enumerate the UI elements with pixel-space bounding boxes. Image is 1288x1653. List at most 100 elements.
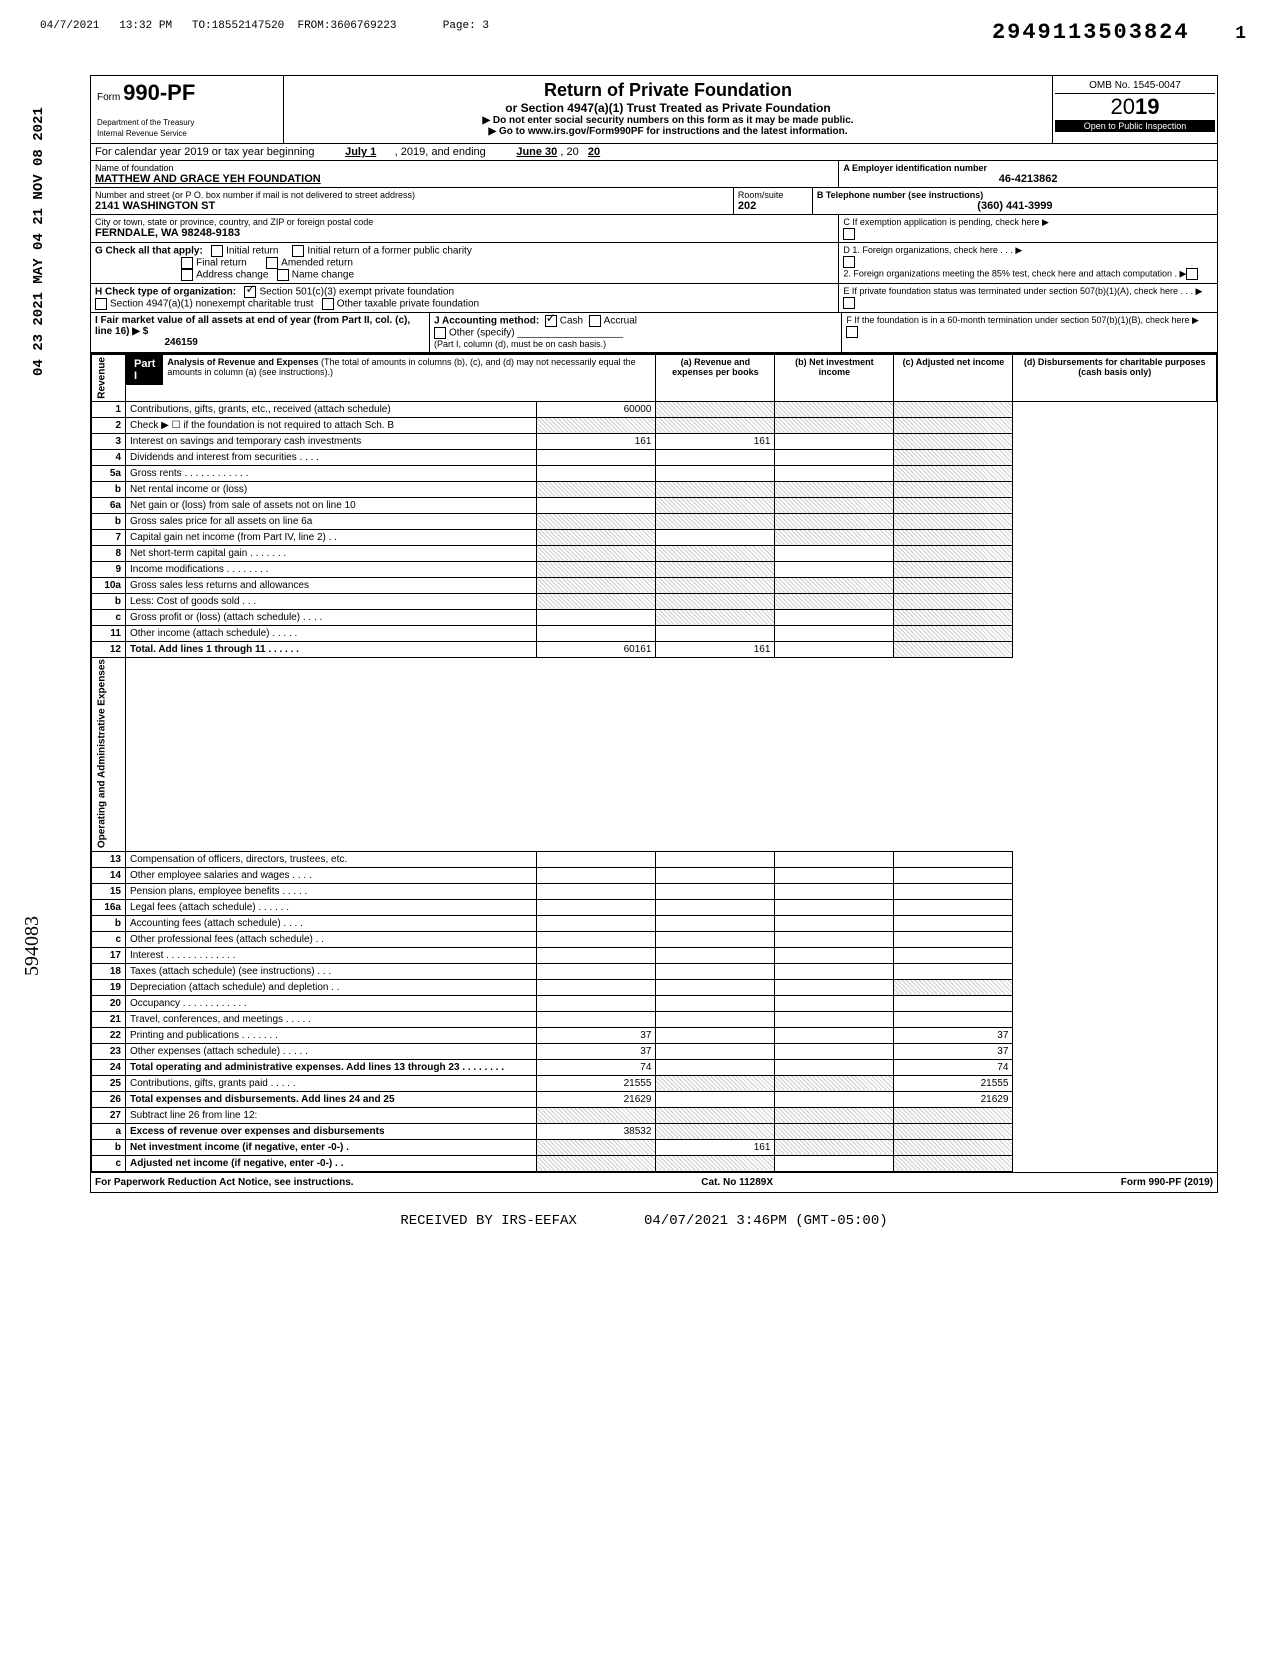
table-row: 25Contributions, gifts, grants paid . . …: [92, 1075, 1217, 1091]
final-return-checkbox[interactable]: [181, 257, 193, 269]
col-a-value: [537, 1107, 656, 1123]
j-label: J Accounting method:: [434, 316, 539, 327]
line-description: Legal fees (attach schedule) . . . . . .: [126, 899, 537, 915]
col-a-value: [537, 481, 656, 497]
table-row: 7Capital gain net income (from Part IV, …: [92, 529, 1217, 545]
initial-former-checkbox[interactable]: [292, 245, 304, 257]
line-number: 8: [92, 545, 126, 561]
accrual-checkbox[interactable]: [589, 315, 601, 327]
line-number: 21: [92, 1011, 126, 1027]
501c3-checkbox[interactable]: [244, 286, 256, 298]
col-a-value: [537, 851, 656, 867]
col-a-value: 21629: [537, 1091, 656, 1107]
col-b-value: [656, 401, 775, 417]
col-b-value: 161: [656, 433, 775, 449]
table-row: 22Printing and publications . . . . . . …: [92, 1027, 1217, 1043]
other-spec-checkbox[interactable]: [434, 327, 446, 339]
line-number: 13: [92, 851, 126, 867]
initial-return-checkbox[interactable]: [211, 245, 223, 257]
line-description: Gross sales less returns and allowances: [126, 577, 537, 593]
col-a-value: [537, 609, 656, 625]
cash-checkbox[interactable]: [545, 315, 557, 327]
form-990pf: 04 23 2021 MAY 04 21 NOV 08 2021 594083 …: [90, 75, 1218, 1193]
col-a-value: [537, 465, 656, 481]
col-d-value: [894, 577, 1013, 593]
other-spec-label: Other (specify): [449, 328, 515, 339]
amended-return-checkbox[interactable]: [266, 257, 278, 269]
ein-label: A Employer identification number: [843, 163, 1213, 173]
line-number: 2: [92, 417, 126, 433]
col-b-value: [656, 1155, 775, 1171]
form-footer: For Paperwork Reduction Act Notice, see …: [91, 1172, 1217, 1192]
table-row: 15Pension plans, employee benefits . . .…: [92, 883, 1217, 899]
address-change: Address change: [196, 270, 268, 281]
col-c-value: [775, 931, 894, 947]
col-c-value: [775, 867, 894, 883]
col-b-value: [656, 625, 775, 641]
col-c-value: [775, 1107, 894, 1123]
col-d-value: [894, 417, 1013, 433]
j-note: (Part I, column (d), must be on cash bas…: [434, 339, 606, 349]
e-checkbox[interactable]: [843, 297, 855, 309]
table-row: 6aNet gain or (loss) from sale of assets…: [92, 497, 1217, 513]
d2-label: 2. Foreign organizations meeting the 85%…: [843, 268, 1186, 278]
line-description: Taxes (attach schedule) (see instruction…: [126, 963, 537, 979]
d2-checkbox[interactable]: [1186, 268, 1198, 280]
city-label: City or town, state or province, country…: [95, 217, 834, 227]
line-number: b: [92, 1139, 126, 1155]
col-d-value: [894, 1123, 1013, 1139]
col-b-value: [656, 947, 775, 963]
table-row: 16aLegal fees (attach schedule) . . . . …: [92, 899, 1217, 915]
col-a-value: 37: [537, 1043, 656, 1059]
d1-checkbox[interactable]: [843, 256, 855, 268]
col-c-value: [775, 433, 894, 449]
line-number: c: [92, 609, 126, 625]
col-b-value: [656, 1027, 775, 1043]
line-number: 26: [92, 1091, 126, 1107]
room-label: Room/suite: [738, 190, 808, 200]
f-checkbox[interactable]: [846, 326, 858, 338]
col-c-value: [775, 883, 894, 899]
table-row: 4Dividends and interest from securities …: [92, 449, 1217, 465]
col-c-value: [775, 1043, 894, 1059]
entity-block: Name of foundation MATTHEW AND GRACE YEH…: [91, 161, 1217, 354]
col-c-value: [775, 851, 894, 867]
col-d-value: [894, 561, 1013, 577]
col-a-value: [537, 577, 656, 593]
address-change-checkbox[interactable]: [181, 269, 193, 281]
calendar-end2: , 20: [560, 146, 578, 158]
col-d-value: 21555: [894, 1075, 1013, 1091]
table-row: 13Compensation of officers, directors, t…: [92, 851, 1217, 867]
paperwork-notice: For Paperwork Reduction Act Notice, see …: [95, 1177, 354, 1188]
4947-label: Section 4947(a)(1) nonexempt charitable …: [110, 299, 313, 310]
col-d-value: 37: [894, 1043, 1013, 1059]
col-b-value: [656, 1107, 775, 1123]
col-b-value: [656, 417, 775, 433]
col-a-value: [537, 947, 656, 963]
col-b-value: [656, 1091, 775, 1107]
dept-treasury: Department of the Treasury: [97, 118, 194, 127]
table-row: 5aGross rents . . . . . . . . . . . .: [92, 465, 1217, 481]
table-row: 9Income modifications . . . . . . . .: [92, 561, 1217, 577]
doc-number-suffix: 1: [1235, 24, 1248, 44]
table-row: 2Check ▶ ☐ if the foundation is not requ…: [92, 417, 1217, 433]
col-d-value: [894, 593, 1013, 609]
form-title: Return of Private Foundation: [288, 80, 1048, 101]
col-a-value: [537, 1155, 656, 1171]
col-d-value: [894, 513, 1013, 529]
c-checkbox[interactable]: [843, 228, 855, 240]
other-tax-checkbox[interactable]: [322, 298, 334, 310]
col-d-value: [894, 915, 1013, 931]
name-change-checkbox[interactable]: [277, 269, 289, 281]
i-label: I Fair market value of all assets at end…: [95, 315, 410, 337]
form-number: 990-PF: [123, 80, 195, 105]
col-a-value: [537, 883, 656, 899]
4947-checkbox[interactable]: [95, 298, 107, 310]
table-row: 17Interest . . . . . . . . . . . . .: [92, 947, 1217, 963]
col-c-value: [775, 561, 894, 577]
col-a-value: 37: [537, 1027, 656, 1043]
name-label: Name of foundation: [95, 163, 834, 173]
col-b-value: 161: [656, 1139, 775, 1155]
col-d-value: [894, 995, 1013, 1011]
line-description: Subtract line 26 from line 12:: [126, 1107, 537, 1123]
